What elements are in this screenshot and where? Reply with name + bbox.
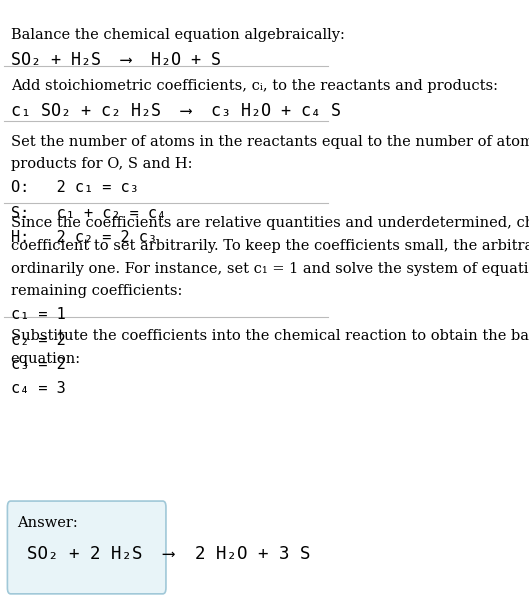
Text: Since the coefficients are relative quantities and underdetermined, choose a: Since the coefficients are relative quan… bbox=[11, 216, 529, 230]
Text: S:   c₁ + c₂ = c₄: S: c₁ + c₂ = c₄ bbox=[11, 206, 166, 222]
Text: Balance the chemical equation algebraically:: Balance the chemical equation algebraica… bbox=[11, 28, 344, 42]
Text: H:   2 c₂ = 2 c₃: H: 2 c₂ = 2 c₃ bbox=[11, 230, 157, 245]
Text: c₂ = 2: c₂ = 2 bbox=[11, 333, 66, 348]
Text: remaining coefficients:: remaining coefficients: bbox=[11, 284, 182, 299]
FancyBboxPatch shape bbox=[7, 501, 166, 594]
Text: ordinarily one. For instance, set c₁ = 1 and solve the system of equations for t: ordinarily one. For instance, set c₁ = 1… bbox=[11, 262, 529, 276]
Text: O:   2 c₁ = c₃: O: 2 c₁ = c₃ bbox=[11, 180, 139, 195]
Text: c₁ = 1: c₁ = 1 bbox=[11, 307, 66, 322]
Text: products for O, S and H:: products for O, S and H: bbox=[11, 157, 192, 171]
Text: Add stoichiometric coefficients, cᵢ, to the reactants and products:: Add stoichiometric coefficients, cᵢ, to … bbox=[11, 79, 498, 93]
Text: SO₂ + H₂S  ⟶  H₂O + S: SO₂ + H₂S ⟶ H₂O + S bbox=[11, 51, 221, 69]
Text: coefficient to set arbitrarily. To keep the coefficients small, the arbitrary va: coefficient to set arbitrarily. To keep … bbox=[11, 239, 529, 253]
Text: equation:: equation: bbox=[11, 352, 81, 366]
Text: Substitute the coefficients into the chemical reaction to obtain the balanced: Substitute the coefficients into the che… bbox=[11, 329, 529, 343]
Text: Set the number of atoms in the reactants equal to the number of atoms in the: Set the number of atoms in the reactants… bbox=[11, 135, 529, 149]
Text: c₁ SO₂ + c₂ H₂S  ⟶  c₃ H₂O + c₄ S: c₁ SO₂ + c₂ H₂S ⟶ c₃ H₂O + c₄ S bbox=[11, 102, 341, 120]
Text: c₄ = 3: c₄ = 3 bbox=[11, 381, 66, 396]
Text: c₃ = 2: c₃ = 2 bbox=[11, 357, 66, 372]
Text: SO₂ + 2 H₂S  ⟶  2 H₂O + 3 S: SO₂ + 2 H₂S ⟶ 2 H₂O + 3 S bbox=[27, 545, 311, 563]
Text: Answer:: Answer: bbox=[17, 516, 78, 530]
